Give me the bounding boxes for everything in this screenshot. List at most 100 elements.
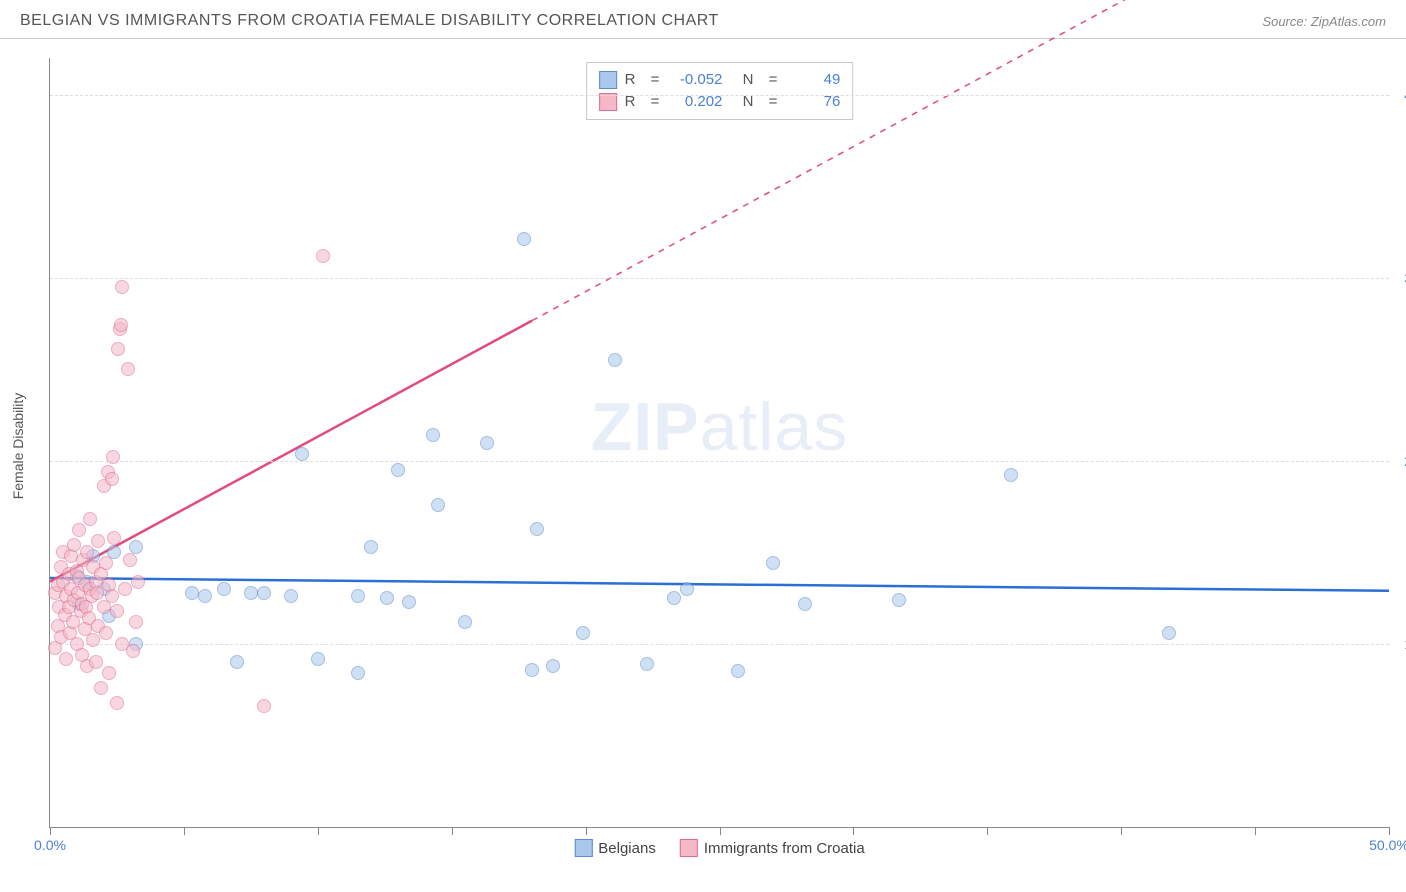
trend-line-dashed [532, 0, 1389, 321]
data-point [105, 472, 119, 486]
gridline-h [50, 644, 1389, 645]
data-point [640, 657, 654, 671]
watermark: ZIPatlas [591, 388, 848, 466]
xtick [1121, 827, 1122, 835]
trend-line-solid [50, 321, 532, 582]
data-point [198, 589, 212, 603]
data-point [72, 523, 86, 537]
data-point [284, 589, 298, 603]
data-point [798, 597, 812, 611]
data-point [118, 582, 132, 596]
data-point [86, 633, 100, 647]
data-point [114, 318, 128, 332]
swatch-series-1 [680, 839, 698, 857]
data-point [230, 655, 244, 669]
data-point [431, 498, 445, 512]
legend-series: Belgians Immigrants from Croatia [574, 839, 864, 857]
data-point [106, 450, 120, 464]
xtick [452, 827, 453, 835]
header: BELGIAN VS IMMIGRANTS FROM CROATIA FEMAL… [0, 0, 1406, 39]
y-axis-label: Female Disability [10, 393, 26, 500]
data-point [185, 586, 199, 600]
xtick [720, 827, 721, 835]
chart-container: BELGIAN VS IMMIGRANTS FROM CROATIA FEMAL… [0, 0, 1406, 892]
data-point [126, 644, 140, 658]
gridline-h [50, 95, 1389, 96]
data-point [426, 428, 440, 442]
data-point [121, 362, 135, 376]
data-point [217, 582, 231, 596]
data-point [766, 556, 780, 570]
xtick-label: 0.0% [34, 837, 66, 853]
data-point [110, 696, 124, 710]
data-point [99, 556, 113, 570]
data-point [380, 591, 394, 605]
swatch-series-0 [574, 839, 592, 857]
data-point [110, 604, 124, 618]
eq: = [769, 69, 778, 91]
data-point [107, 531, 121, 545]
data-point [680, 582, 694, 596]
data-point [402, 595, 416, 609]
data-point [530, 522, 544, 536]
xtick [1255, 827, 1256, 835]
xtick [853, 827, 854, 835]
gridline-h [50, 278, 1389, 279]
source-label-wrap: Source: ZipAtlas.com [1262, 14, 1386, 29]
chart-title: BELGIAN VS IMMIGRANTS FROM CROATIA FEMAL… [20, 12, 719, 30]
xtick [50, 827, 51, 835]
data-point [364, 540, 378, 554]
data-point [91, 534, 105, 548]
data-point [257, 586, 271, 600]
data-point [99, 626, 113, 640]
swatch-series-0 [599, 71, 617, 89]
data-point [131, 575, 145, 589]
data-point [576, 626, 590, 640]
legend-stats: R = -0.052 N = 49 R = 0.202 N = 76 [586, 62, 854, 120]
eq: = [651, 69, 660, 91]
data-point [244, 586, 258, 600]
data-point [67, 538, 81, 552]
r-label: R [625, 69, 643, 91]
legend-item-0: Belgians [574, 839, 656, 857]
n-value-0: 49 [785, 69, 840, 91]
xtick [184, 827, 185, 835]
data-point [1162, 626, 1176, 640]
data-point [105, 589, 119, 603]
data-point [102, 666, 116, 680]
data-point [111, 342, 125, 356]
xtick [987, 827, 988, 835]
legend-stats-row-0: R = -0.052 N = 49 [599, 69, 841, 91]
r-value-0: -0.052 [667, 69, 722, 91]
data-point [80, 545, 94, 559]
xtick [586, 827, 587, 835]
data-point [129, 615, 143, 629]
swatch-series-1 [599, 93, 617, 111]
data-point [731, 664, 745, 678]
data-point [517, 232, 531, 246]
data-point [295, 447, 309, 461]
trend-lines [50, 58, 1389, 827]
xtick-label: 50.0% [1369, 837, 1406, 853]
data-point [89, 655, 103, 669]
data-point [311, 652, 325, 666]
data-point [351, 666, 365, 680]
n-label: N [743, 69, 761, 91]
legend-item-1: Immigrants from Croatia [680, 839, 865, 857]
gridline-h [50, 461, 1389, 462]
data-point [83, 512, 97, 526]
data-point [525, 663, 539, 677]
legend-label-1: Immigrants from Croatia [704, 840, 865, 857]
data-point [458, 615, 472, 629]
legend-label-0: Belgians [598, 840, 656, 857]
data-point [608, 353, 622, 367]
data-point [351, 589, 365, 603]
data-point [1004, 468, 1018, 482]
data-point [391, 463, 405, 477]
data-point [546, 659, 560, 673]
xtick [318, 827, 319, 835]
data-point [892, 593, 906, 607]
data-point [59, 652, 73, 666]
watermark-atlas: atlas [700, 389, 849, 465]
source-value: ZipAtlas.com [1311, 14, 1386, 29]
